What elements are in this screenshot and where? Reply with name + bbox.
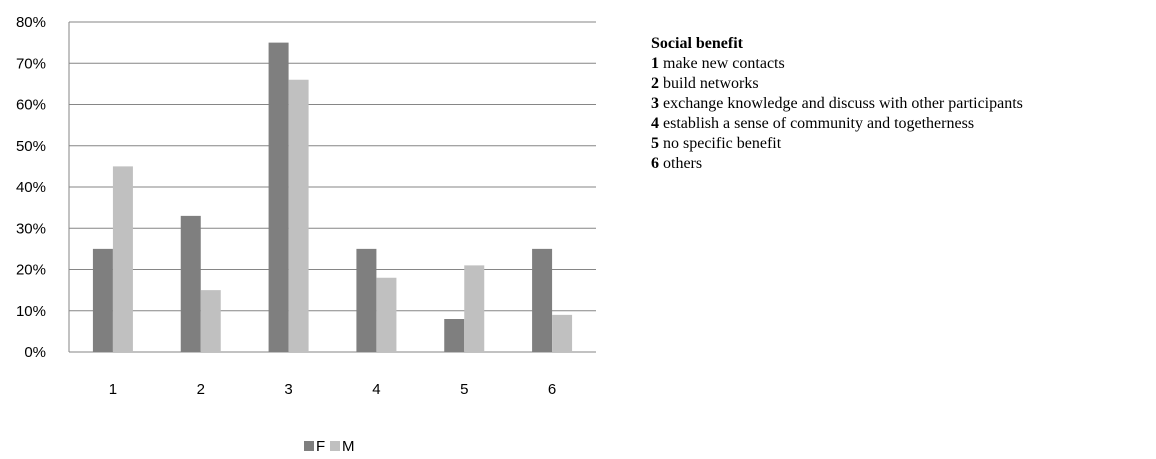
description-item-number: 4: [651, 115, 659, 132]
bar-chart: 0% 10% 20% 30% 40% 50% 60% 70% 80% 1 2 3 4 5 6 F M: [16, 14, 596, 455]
legend-swatch-m: [330, 441, 340, 451]
bar-m-5: [464, 265, 485, 352]
y-tick-label: 10%: [16, 303, 46, 320]
bar-f-3: [268, 42, 289, 352]
description-item-number: 2: [651, 75, 659, 92]
description-item-text: build networks: [663, 75, 759, 92]
y-tick-label: 70%: [16, 55, 46, 72]
description-item-4: 4 establish a sense of community and tog…: [651, 114, 1023, 134]
description-item-number: 5: [651, 135, 659, 152]
description-item-text: no specific benefit: [663, 135, 782, 152]
x-tick-label: 3: [284, 381, 292, 398]
legend-label-f: F: [316, 438, 325, 455]
description-item-3: 3 exchange knowledge and discuss with ot…: [651, 94, 1023, 114]
description-item-text: others: [663, 155, 703, 172]
description-item-text: make new contacts: [663, 55, 785, 72]
bar-f-4: [356, 248, 377, 352]
x-tick-label: 2: [197, 381, 205, 398]
y-tick-label: 0%: [24, 344, 46, 361]
bar-f-2: [180, 215, 201, 352]
description-item-text: exchange knowledge and discuss with othe…: [663, 95, 1023, 112]
legend-swatch-f: [304, 441, 314, 451]
legend-description-panel: Social benefit 1 make new contacts 2 bui…: [651, 34, 1023, 174]
description-item-6: 6 others: [651, 154, 1023, 174]
x-tick-label: 4: [372, 381, 380, 398]
description-item-2: 2 build networks: [651, 74, 1023, 94]
description-title: Social benefit: [651, 35, 743, 52]
description-item-number: 6: [651, 155, 659, 172]
y-tick-label: 20%: [16, 262, 46, 279]
x-tick-label: 1: [109, 381, 117, 398]
description-item-number: 3: [651, 95, 659, 112]
bar-f-1: [92, 248, 113, 352]
y-tick-label: 40%: [16, 179, 46, 196]
bar-f-6: [532, 248, 553, 352]
y-tick-label: 60%: [16, 97, 46, 114]
bar-f-5: [444, 319, 465, 352]
bar-m-1: [112, 166, 133, 352]
y-tick-label: 30%: [16, 220, 46, 237]
description-item-5: 5 no specific benefit: [651, 134, 1023, 154]
bar-m-3: [288, 79, 309, 352]
bar-m-6: [552, 314, 573, 352]
description-item-1: 1 make new contacts: [651, 54, 1023, 74]
x-tick-label: 6: [548, 381, 556, 398]
description-item-text: establish a sense of community and toget…: [663, 115, 975, 132]
description-item-number: 1: [651, 55, 659, 72]
bar-m-4: [376, 277, 397, 352]
bar-m-2: [200, 290, 221, 352]
y-tick-label: 80%: [16, 14, 46, 31]
y-tick-label: 50%: [16, 138, 46, 155]
x-tick-label: 5: [460, 381, 468, 398]
legend-label-m: M: [342, 438, 355, 455]
